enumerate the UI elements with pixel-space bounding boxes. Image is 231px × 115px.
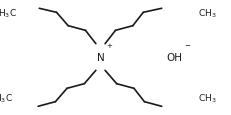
Text: CH$_3$: CH$_3$ (198, 7, 216, 19)
Text: H$_3$C: H$_3$C (0, 7, 17, 19)
Text: N: N (97, 53, 104, 62)
Text: OH: OH (166, 53, 182, 62)
Text: −: − (184, 43, 190, 49)
Text: +: + (106, 43, 112, 49)
Text: CH$_3$: CH$_3$ (198, 92, 216, 104)
Text: H$_3$C: H$_3$C (0, 92, 13, 104)
